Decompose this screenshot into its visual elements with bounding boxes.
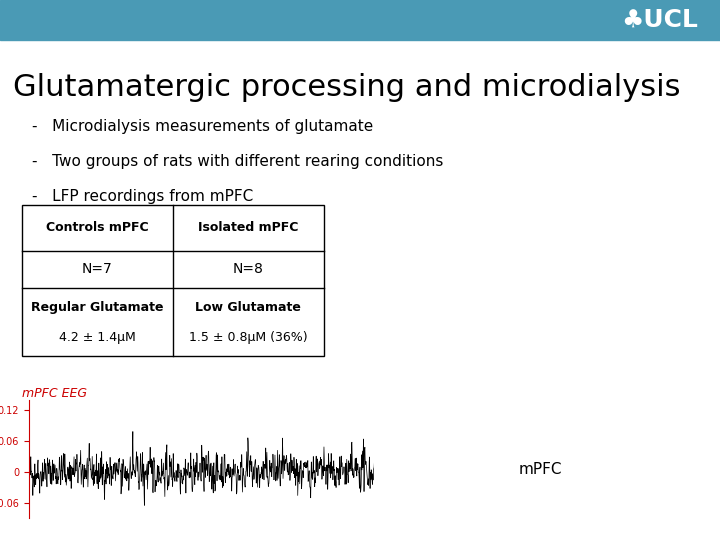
- Text: -   Two groups of rats with different rearing conditions: - Two groups of rats with different rear…: [32, 154, 444, 169]
- Text: 1.5 ± 0.8μM (36%): 1.5 ± 0.8μM (36%): [189, 331, 307, 344]
- Text: Glutamatergic processing and microdialysis: Glutamatergic processing and microdialys…: [13, 73, 680, 102]
- Bar: [22, 205, 324, 356]
- Text: 4.2 ± 1.4μM: 4.2 ± 1.4μM: [59, 331, 135, 344]
- Text: -   Microdialysis measurements of glutamate: - Microdialysis measurements of glutamat…: [32, 119, 374, 134]
- Text: mPFC EEG: mPFC EEG: [22, 387, 86, 400]
- Text: Controls mPFC: Controls mPFC: [46, 221, 148, 234]
- Text: Low Glutamate: Low Glutamate: [195, 301, 302, 314]
- Bar: [0, 0, 720, 40]
- Text: mPFC: mPFC: [518, 462, 562, 477]
- Text: -   LFP recordings from mPFC: - LFP recordings from mPFC: [32, 189, 253, 204]
- Text: N=7: N=7: [82, 262, 112, 276]
- Text: N=8: N=8: [233, 262, 264, 276]
- Text: ♣UCL: ♣UCL: [621, 8, 698, 32]
- Text: Isolated mPFC: Isolated mPFC: [198, 221, 299, 234]
- Text: Regular Glutamate: Regular Glutamate: [31, 301, 163, 314]
